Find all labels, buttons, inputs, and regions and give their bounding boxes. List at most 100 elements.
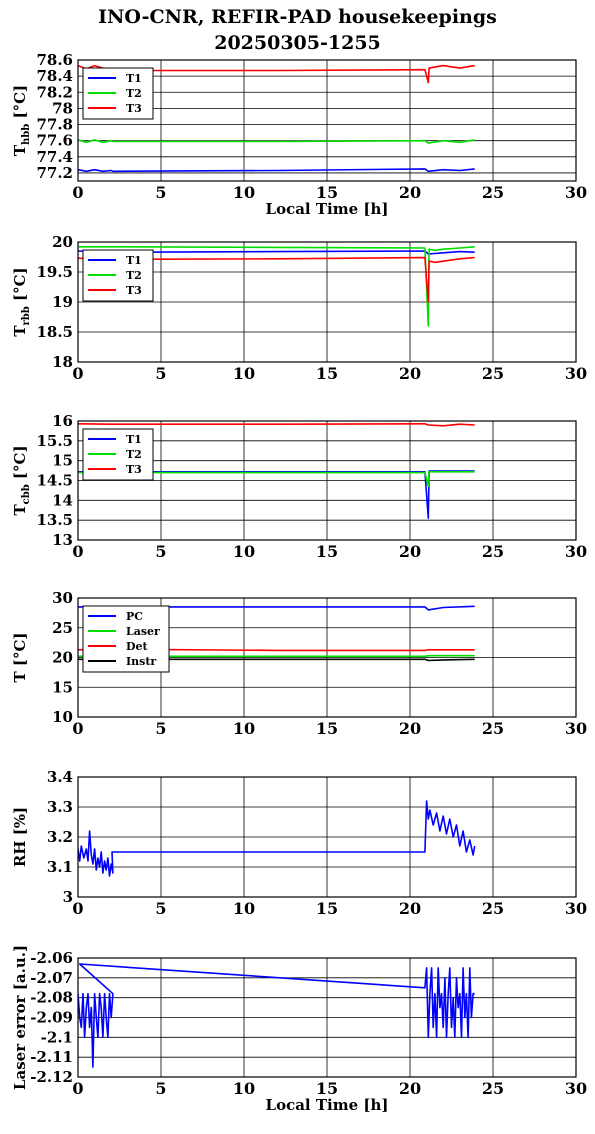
y-tick-label: 10 [52, 708, 73, 726]
legend-label-t1: T1 [126, 72, 142, 85]
x-tick-label: 15 [316, 542, 338, 561]
x-tick-label: 5 [155, 364, 166, 383]
y-tick-label: 19.5 [36, 263, 73, 281]
x-tick-label: 30 [565, 899, 587, 918]
series-line-1 [78, 963, 475, 1068]
chart-title: INO-CNR, REFIR-PAD housekeepings 2025030… [0, 4, 595, 56]
y-tick-label: 14.5 [36, 472, 73, 490]
y-tick-label: 13 [52, 531, 73, 549]
y-tick-label: -2.08 [30, 989, 73, 1007]
x-tick-label: 10 [233, 183, 255, 202]
x-tick-label: 10 [233, 719, 255, 738]
y-tick-label: 77.4 [36, 148, 73, 166]
y-axis-label: Tcbb [°C] [11, 445, 32, 515]
x-axis-label: Local Time [h] [266, 1096, 389, 1114]
x-tick-label: 0 [72, 542, 83, 561]
y-tick-label: 30 [52, 589, 73, 607]
series-line-t2 [78, 139, 475, 144]
y-tick-label: 20 [52, 233, 73, 251]
x-tick-label: 10 [233, 542, 255, 561]
x-tick-label: 5 [155, 542, 166, 561]
y-tick-label: 25 [52, 619, 73, 637]
legend-label-laser: Laser [126, 625, 160, 638]
legend-label-pc: PC [126, 610, 143, 623]
x-tick-label: 30 [565, 542, 587, 561]
legend-label-t2: T2 [126, 269, 142, 282]
y-tick-label: 77.6 [36, 132, 73, 150]
y-axis-label: Trbb [°C] [11, 267, 32, 336]
x-tick-label: 25 [482, 542, 504, 561]
x-tick-label: 15 [316, 1079, 338, 1098]
chart-title-line-2: 20250305-1255 [214, 32, 381, 54]
x-tick-label: 25 [482, 899, 504, 918]
x-tick-label: 30 [565, 364, 587, 383]
x-tick-label: 5 [155, 1079, 166, 1098]
y-tick-label: 13.5 [36, 511, 73, 529]
y-tick-label: 3.2 [47, 828, 73, 846]
y-tick-label: 19 [52, 293, 73, 311]
x-tick-label: 0 [72, 719, 83, 738]
y-tick-label: 14 [52, 491, 73, 509]
x-tick-label: 15 [316, 364, 338, 383]
series-line-t3 [78, 422, 475, 427]
y-tick-label: 3.4 [47, 768, 73, 786]
y-tick-label: 3.3 [47, 798, 73, 816]
x-tick-label: 20 [399, 542, 421, 561]
x-axis-label: Local Time [h] [266, 200, 389, 218]
y-tick-label: -2.12 [30, 1068, 73, 1086]
y-tick-label: 15 [52, 452, 73, 470]
x-tick-label: 20 [399, 183, 421, 202]
plot-frame [77, 957, 577, 1078]
legend-label-det: Det [126, 640, 149, 653]
panel-6: 0 5 10 15 20 25 30 -2.12 -2.11 -2.1-2.09 -2.08 -2.0… [11, 945, 587, 1114]
legend: T1 T2 T3 [82, 249, 154, 302]
plot-frame [77, 776, 577, 898]
y-tick-label: 78.2 [36, 83, 73, 101]
y-tick-label: 77.2 [36, 164, 73, 182]
x-tick-label: 25 [482, 183, 504, 202]
legend: PC Laser Det Instr [82, 605, 170, 673]
x-tick-label: 0 [72, 183, 83, 202]
y-tick-label: -2.06 [30, 949, 73, 967]
panel-5: 0 5 10 15 20 25 30 3 3.1 3.2 3.3 3.4 RH [%] [11, 768, 587, 918]
x-tick-label: 0 [72, 1079, 83, 1098]
x-tick-label: 5 [155, 899, 166, 918]
legend-label-t3: T3 [126, 284, 142, 297]
y-tick-label: -2.1 [41, 1028, 73, 1046]
x-tick-label: 25 [482, 719, 504, 738]
plot-frame [77, 420, 577, 541]
y-tick-label: 78.6 [36, 51, 73, 69]
x-tick-label: 20 [399, 364, 421, 383]
y-tick-label: 3.1 [47, 858, 73, 876]
y-tick-label: 16 [52, 412, 73, 430]
series-line-t1 [78, 168, 475, 173]
y-tick-label: 15.5 [36, 432, 73, 450]
x-tick-label: 15 [316, 719, 338, 738]
y-tick-label: 18.5 [36, 323, 73, 341]
y-tick-label: -2.09 [30, 1009, 73, 1027]
legend-label-instr: Instr [126, 655, 156, 668]
x-tick-label: 5 [155, 183, 166, 202]
x-tick-label: 5 [155, 719, 166, 738]
y-axis-label: Laser error [a.u.] [11, 945, 29, 1090]
legend-label-t3: T3 [126, 463, 142, 476]
y-tick-label: 77.8 [36, 116, 73, 134]
series-line-1 [78, 800, 476, 877]
x-tick-label: 15 [316, 899, 338, 918]
x-tick-label: 0 [72, 364, 83, 383]
legend-label-t2: T2 [126, 87, 142, 100]
x-tick-label: 30 [565, 183, 587, 202]
x-tick-label: 0 [72, 899, 83, 918]
y-tick-label: 3 [63, 888, 73, 906]
y-axis-label: Thbb [°C] [11, 85, 32, 156]
chart-title-line-1: INO-CNR, REFIR-PAD housekeepings [98, 6, 497, 28]
legend: T1 T2 T3 [82, 428, 154, 481]
legend-label-t1: T1 [126, 254, 142, 267]
y-tick-label: 78 [52, 99, 73, 117]
x-tick-label: 10 [233, 1079, 255, 1098]
y-tick-label: -2.07 [30, 969, 73, 987]
y-tick-label: -2.11 [30, 1048, 73, 1066]
y-tick-label: 15 [52, 678, 73, 696]
